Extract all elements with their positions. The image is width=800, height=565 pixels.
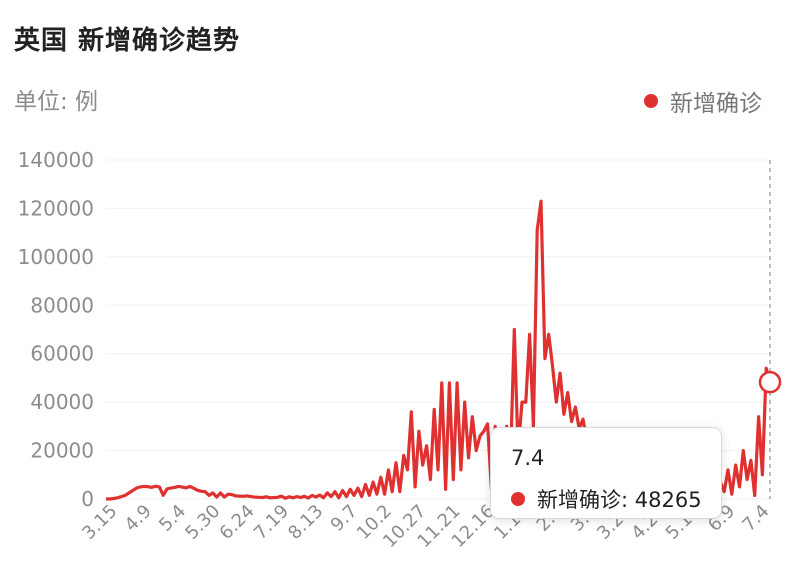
tooltip-value: 新增确诊: 48265	[537, 488, 702, 512]
x-tick-label: 4.9	[121, 501, 156, 536]
y-tick-label: 100000	[18, 245, 94, 269]
tooltip-date: 7.4	[511, 446, 545, 470]
x-tick-label: 7.4	[738, 501, 773, 536]
y-axis-labels: 0 20000 40000 60000 80000 100000 120000 140000	[18, 148, 94, 511]
chart-title: 英国 新增确诊趋势	[14, 26, 241, 56]
y-tick-label: 120000	[18, 196, 94, 220]
hover-overlay	[758, 160, 782, 499]
legend-marker	[644, 94, 658, 108]
legend-label: 新增确诊	[670, 91, 762, 117]
tooltip-marker	[511, 492, 525, 506]
y-tick-label: 0	[81, 487, 94, 511]
unit-label: 单位: 例	[14, 89, 99, 115]
y-tick-label: 140000	[18, 148, 94, 172]
y-tick-label: 20000	[30, 439, 94, 463]
y-tick-label: 80000	[30, 293, 94, 317]
y-tick-label: 60000	[30, 342, 94, 366]
tooltip: 7.4 新增确诊: 48265	[490, 427, 722, 519]
x-tick-label: 6.24	[216, 501, 259, 544]
legend[interactable]: 新增确诊	[644, 84, 762, 118]
x-tick-label: 5.30	[181, 501, 224, 544]
x-tick-label: 8.13	[284, 501, 327, 544]
hover-point[interactable]	[758, 370, 782, 394]
x-tick-label: 7.19	[250, 501, 293, 544]
y-tick-label: 40000	[30, 390, 94, 414]
